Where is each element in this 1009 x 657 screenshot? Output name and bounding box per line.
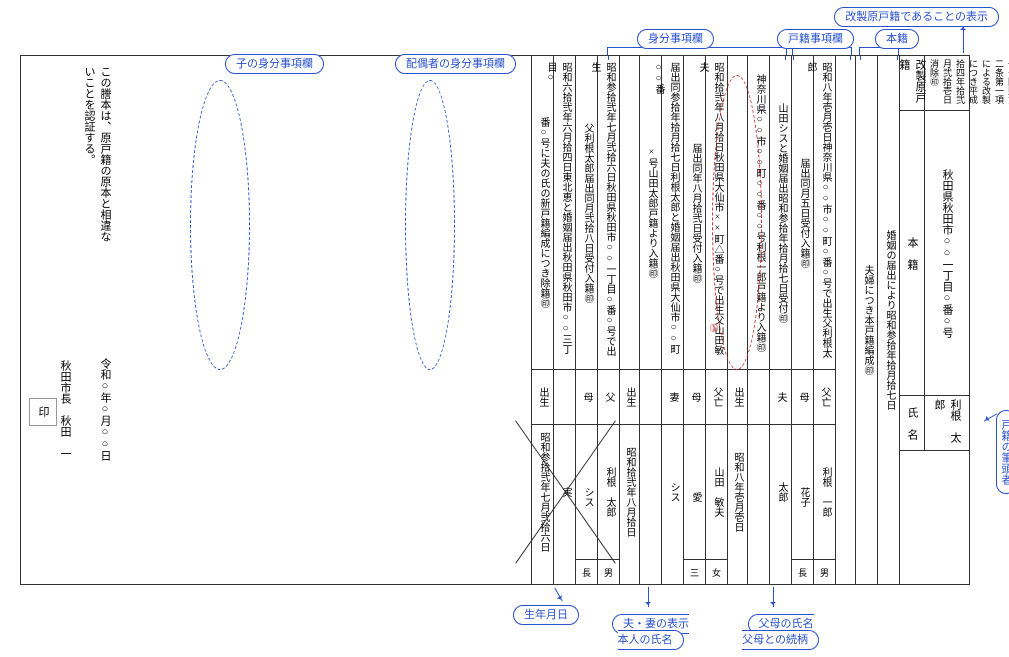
red-marker: ① <box>709 322 719 335</box>
anno-koseki-jiko-label: 戸籍事項欄 <box>777 30 854 46</box>
honseki-value: 秋田県秋田市○○一丁目○番○号 <box>925 111 969 395</box>
anno-hittousha: 戸籍の筆頭者 <box>998 410 1009 494</box>
cell-value: 利根 太郎 <box>598 424 619 559</box>
anno-fusai: 夫・妻の表示 本人の氏名 <box>612 615 689 647</box>
honseki-label: 本 籍 <box>900 111 925 395</box>
column-text: 届出同年八月拾弐日受付入籍㊞ <box>684 56 705 369</box>
cell-value: 太郎 <box>770 424 791 559</box>
cell-label: 父 <box>598 369 619 424</box>
columns-area: 婚姻の届出により昭和参拾年拾月拾七日夫婦につき本戸籍編成㊞昭和八年壱月壱日神奈川… <box>121 56 899 584</box>
text-column: 昭和拾弐年八月拾日秋田県大仙市××町△番○号で出生父山田敏夫父亡山田 敏夫女 <box>705 56 727 584</box>
column-text: 婚姻の届出により昭和参拾年拾月拾七日 <box>878 56 899 584</box>
cell-label: 母 <box>684 369 705 424</box>
column-text: 届出同参拾年拾月拾七日利根太郎と婚姻届出秋田県大仙市○○町○○番 <box>662 56 683 369</box>
relation-cell: 三 <box>684 559 705 584</box>
anno-honseki-label: 本籍 <box>875 30 919 46</box>
shimei-value: 利根 太郎 <box>925 396 969 450</box>
column-text: 昭和六拾弐年六月拾四日東北恵と婚姻届出秋田県秋田市○○三丁目○ <box>554 56 575 369</box>
text-column: 父利根太郎届出同月弐拾八日受付入籍㊞母 シス長 <box>575 56 597 584</box>
cell-value <box>640 424 661 559</box>
cell-value <box>748 424 769 559</box>
header-block: 改製原戸籍 平成六年法務省令第五一号附則第二条第一項による改製につき平成拾四年拾… <box>899 56 969 584</box>
cell-value: 昭和拾弐年八月拾日 <box>620 424 639 559</box>
column-text: 夫婦につき本戸籍編成㊞ <box>856 56 877 584</box>
relation-cell: 男 <box>814 559 835 584</box>
document-frame: 改製原戸籍 平成六年法務省令第五一号附則第二条第一項による改製につき平成拾四年拾… <box>20 55 970 585</box>
text-column: 届出同年八月拾弐日受付入籍㊞母 愛三 <box>683 56 705 584</box>
cert-line3: 秋田市長 秋田 一 <box>57 360 73 459</box>
anno-seinen: 生年月日 <box>513 606 579 622</box>
column-text: ×号山田太郎戸籍より入籍㊞ <box>640 56 661 369</box>
anno-fubo: 父母の氏名 父母との続柄 <box>742 615 819 647</box>
cell-label: 夫 <box>770 369 791 424</box>
cell-value: シス <box>662 424 683 559</box>
text-column: 神奈川県○○市○○町○○番○○号利根一郎戸籍より入籍㊞ <box>747 56 769 584</box>
relation-cell: 長 <box>576 559 597 584</box>
cell-value: 昭和八年壱月壱日 <box>728 424 747 559</box>
text-column: 出生昭和拾弐年八月拾日 <box>619 56 639 584</box>
text-column: 出生昭和八年壱月壱日 <box>727 56 747 584</box>
cell-value: 山田 敏夫 <box>706 424 727 559</box>
cell-value: 実 <box>554 424 575 559</box>
text-column: 山田シスと婚姻届出昭和参拾年拾月拾七日受付㊞夫太郎 <box>769 56 791 584</box>
cert-line2: 令和○年○月○○日 <box>97 358 113 461</box>
cell-value: 花子 <box>792 424 813 559</box>
text-column: 昭和八年壱月壱日神奈川県○○市○○町○番○号で出生父利根太郎父亡利根 一郎男 <box>813 56 835 584</box>
column-text: 山田シスと婚姻届出昭和参拾年拾月拾七日受付㊞ <box>770 56 791 369</box>
text-column: 夫婦につき本戸籍編成㊞ <box>855 56 877 584</box>
column-text: 届出同月五日受付入籍㊞ <box>792 56 813 369</box>
text-column: 昭和参拾弐年七月弐拾六日秋田県秋田市○○一丁目○番○号で出生父利根 太郎男 <box>597 56 619 584</box>
arrow-2 <box>773 587 774 607</box>
column-text <box>728 56 747 369</box>
arrow-1 <box>963 25 964 53</box>
text-column: 婚姻の届出により昭和参拾年拾月拾七日 <box>877 56 899 584</box>
anno-kaisei-label: 改製原戸籍であることの表示 <box>834 8 999 24</box>
text-column: 届出同参拾年拾月拾七日利根太郎と婚姻届出秋田県大仙市○○町○○番妻シス <box>661 56 683 584</box>
column-text <box>620 56 639 369</box>
anno-mibun-jiko-label: 身分事項欄 <box>637 30 714 46</box>
cell-label: 父亡 <box>706 369 727 424</box>
cell-value: 昭和参拾弐年七月弐拾六日 <box>532 424 553 559</box>
relation-cell: 女 <box>706 559 727 584</box>
cell-value: 愛 <box>684 424 705 559</box>
cell-label <box>748 369 769 424</box>
shimei-label: 氏 名 <box>900 396 925 450</box>
stamp: 印 <box>29 398 57 426</box>
text-column: 届出同月五日受付入籍㊞母 花子長 <box>791 56 813 584</box>
relation-cell: 長 <box>792 559 813 584</box>
cell-label <box>640 369 661 424</box>
cell-value: 利根 一郎 <box>814 424 835 559</box>
column-text: 昭和八年壱月壱日神奈川県○○市○○町○番○号で出生父利根太郎 <box>814 56 835 369</box>
column-text: 父利根太郎届出同月弐拾八日受付入籍㊞ <box>576 56 597 369</box>
cell-label: 出生 <box>620 369 639 424</box>
text-column: 昭和六拾弐年六月拾四日東北恵と婚姻届出秋田県秋田市○○三丁目○ 実 <box>553 56 575 584</box>
cell-label: 出生 <box>728 369 747 424</box>
anno-ko-label: 子の身分事項欄 <box>225 55 324 71</box>
cert-line1: この謄本は、原戸籍の原本と相違ないことを認証する。 <box>29 66 113 244</box>
cell-label: 出生 <box>532 369 553 424</box>
arrow-4 <box>554 588 562 601</box>
cell-label: 父亡 <box>814 369 835 424</box>
text-column <box>835 56 855 584</box>
anno-haigusha-label: 配偶者の身分事項欄 <box>395 55 516 71</box>
cell-label: 母 <box>792 369 813 424</box>
arrow-3 <box>648 587 649 607</box>
cell-label: 母 <box>576 369 597 424</box>
text-column: 番○号に夫の氏の新戸籍編成につき除籍㊞出生昭和参拾弐年七月弐拾六日 <box>531 56 553 584</box>
cell-value: シス <box>576 424 597 559</box>
kaisei-note: 平成六年法務省令第五一号附則第二条第一項による改製につき平成拾四年拾弐月弐拾壱日… <box>925 56 1009 110</box>
kaisei-label: 改製原戸籍 <box>900 56 925 110</box>
column-text: 昭和参拾弐年七月弐拾六日秋田県秋田市○○一丁目○番○号で出生 <box>598 56 619 369</box>
column-text <box>836 56 855 584</box>
column-text: 番○号に夫の氏の新戸籍編成につき除籍㊞ <box>532 56 553 369</box>
cell-label: 妻 <box>662 369 683 424</box>
column-text: 神奈川県○○市○○町○○番○○号利根一郎戸籍より入籍㊞ <box>748 56 769 369</box>
cell-label <box>554 369 575 424</box>
text-column: ×号山田太郎戸籍より入籍㊞ <box>639 56 661 584</box>
cert-block: この謄本は、原戸籍の原本と相違ないことを認証する。 令和○年○月○○日 秋田市長… <box>21 56 121 584</box>
